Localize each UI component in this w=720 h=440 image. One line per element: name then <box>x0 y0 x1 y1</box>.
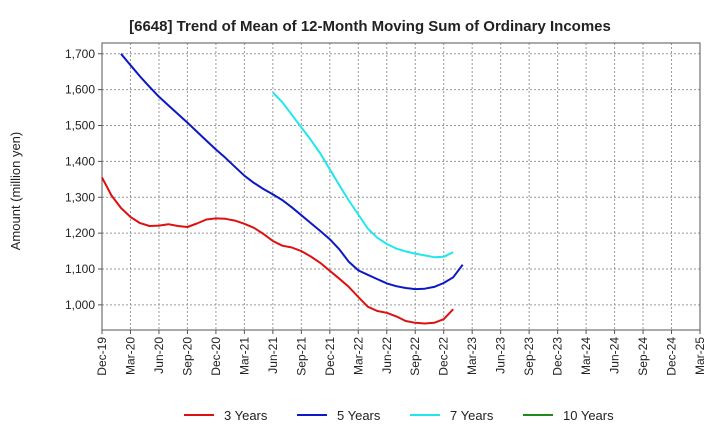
series-line-3-years <box>101 177 454 325</box>
x-tick-label: Dec-19 <box>95 337 109 376</box>
y-tick-label: 1,200 <box>65 226 95 240</box>
x-tick-label: Dec-24 <box>665 337 679 376</box>
x-tick-label: Dec-22 <box>437 337 451 376</box>
x-tick-label: Sep-20 <box>180 337 194 376</box>
y-tick-label: 1,000 <box>65 298 95 312</box>
x-tick-label: Jun-21 <box>266 337 280 374</box>
x-tick-label: Dec-21 <box>323 337 337 376</box>
x-tick-label: Mar-22 <box>351 337 365 375</box>
x-tick-label: Mar-20 <box>123 337 137 375</box>
x-tick-label: Jun-23 <box>494 337 508 374</box>
x-tick-label: Mar-24 <box>579 337 593 375</box>
plot-area <box>101 42 701 331</box>
legend-label: 3 Years <box>224 408 268 423</box>
x-tick-label: Jun-24 <box>608 337 622 374</box>
y-tick-label: 1,100 <box>65 262 95 276</box>
x-tick-label: Sep-23 <box>522 337 536 376</box>
chart-title: [6648] Trend of Mean of 12-Month Moving … <box>129 18 611 35</box>
y-tick-label: 1,300 <box>65 190 95 204</box>
x-tick-label: Mar-25 <box>693 337 707 375</box>
x-tick-label: Mar-23 <box>465 337 479 375</box>
series-lines <box>101 53 464 325</box>
y-axis-label: Amount (million yen) <box>8 132 23 251</box>
x-tick-label: Sep-22 <box>408 337 422 376</box>
y-tick-label: 1,500 <box>65 119 95 133</box>
x-tick-label: Jun-22 <box>380 337 394 374</box>
legend: 3 Years 5 Years 7 Years 10 Years <box>184 408 614 423</box>
series-line-7-years <box>272 91 454 259</box>
legend-label: 5 Years <box>337 408 381 423</box>
x-tick-label: Mar-21 <box>237 337 251 375</box>
axis-ticks: 1,000 1,100 1,200 1,300 1,400 1,500 1,600 1,700… <box>65 47 707 376</box>
x-tick-label: Jun-20 <box>152 337 166 374</box>
y-tick-label: 1,600 <box>65 83 95 97</box>
legend-label: 7 Years <box>450 408 494 423</box>
x-tick-label: Dec-23 <box>551 337 565 376</box>
series-line-5-years <box>120 53 464 291</box>
x-tick-label: Sep-24 <box>636 337 650 376</box>
x-tick-label: Sep-21 <box>294 337 308 376</box>
y-tick-label: 1,700 <box>65 47 95 61</box>
y-tick-label: 1,400 <box>65 154 95 168</box>
x-tick-label: Dec-20 <box>209 337 223 376</box>
legend-label: 10 Years <box>563 408 614 423</box>
